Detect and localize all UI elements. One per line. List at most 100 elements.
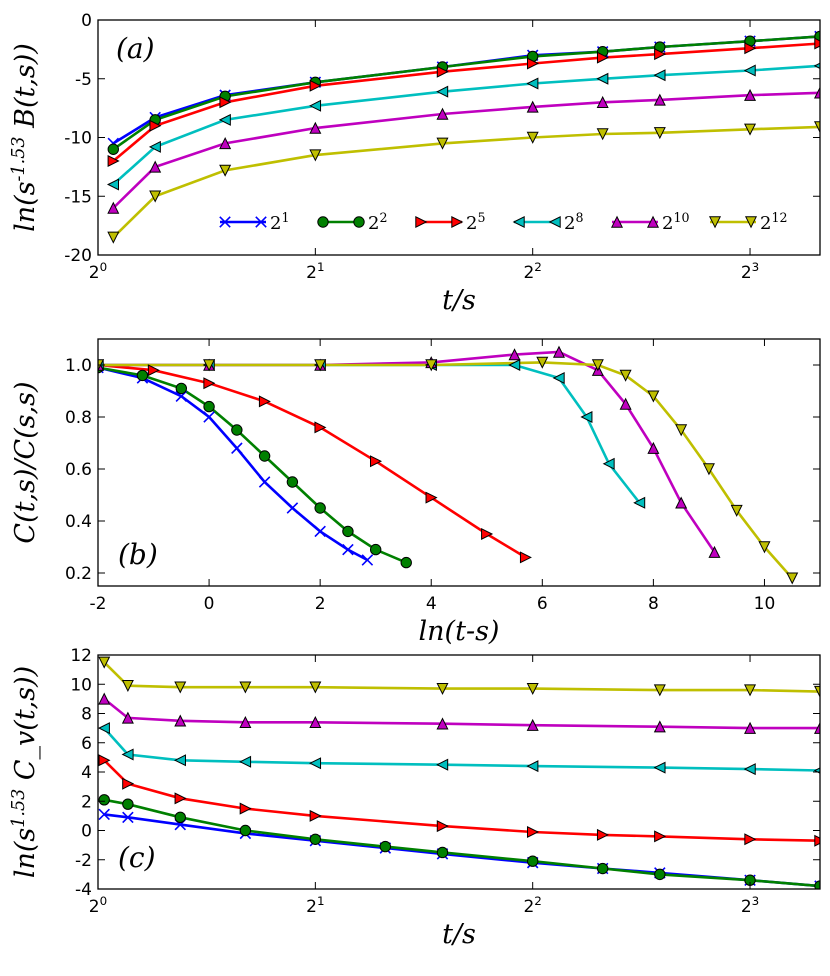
data-point [602,457,615,470]
data-point [596,828,609,841]
legend-marker [610,215,624,228]
data-point [675,424,688,437]
y-tick-label: 0.8 [65,408,92,428]
data-point [552,345,565,358]
x-tick-label: 6 [537,594,548,614]
data-point [309,121,322,134]
data-point [239,681,252,694]
y-tick-label: -5 [75,70,92,90]
data-point [361,554,374,566]
data-point [258,395,271,408]
data-point [342,525,354,538]
series-line [103,697,820,730]
data-point [647,441,660,454]
data-point [258,450,271,462]
data-point [591,359,604,372]
data-point [653,93,666,106]
data-point [526,760,539,773]
data-point [596,862,609,875]
data-point [653,684,666,697]
data-layer [98,656,820,889]
data-point [148,140,161,153]
data-point [239,715,252,728]
data-point [425,359,438,372]
data-point [342,543,354,556]
data-point [379,840,392,853]
data-point [814,834,820,847]
data-point [98,656,111,669]
data-point [743,64,756,77]
data-point [218,113,231,126]
data-point [121,748,134,761]
data-point [436,820,449,833]
data-point [526,855,539,867]
x-tick-label: 23 [741,894,759,917]
data-point [653,720,666,733]
data-point [400,556,412,569]
legend-marker [353,216,365,228]
data-point [744,684,757,697]
data-point [219,164,232,177]
plot-area [98,339,820,586]
data-point [174,811,186,824]
data-point [369,543,382,556]
x-tick-label: 10 [754,594,776,614]
series-line [103,727,820,772]
data-point [653,127,666,140]
data-point [619,369,632,382]
data-point [309,833,322,845]
panel-label: (c) [118,841,156,874]
legend-marker [646,215,660,228]
data-point [314,359,327,372]
data-point [526,682,539,695]
data-point [122,798,134,810]
data-point [98,808,110,821]
data-point [369,455,383,468]
data-point [743,763,756,776]
y-tick-label: 4 [81,763,92,783]
data-point [203,411,215,423]
y-axis-label: ln(s1.53 C_v(t,s)) [9,666,41,878]
data-point [231,424,243,436]
data-point [309,715,322,728]
x-tick-label: 4 [426,594,437,614]
x-axis-label: t/s [442,285,476,316]
data-point [174,714,187,727]
data-point [813,721,820,734]
legend-label: 21 [270,210,289,235]
series-line [98,366,369,562]
data-point [107,143,119,155]
x-tick-label: 22 [523,260,541,283]
y-tick-label: 12 [70,646,92,666]
series-line [112,91,820,209]
y-tick-label: 6 [81,734,92,754]
y-tick-label: 2 [81,792,92,812]
data-point [758,541,771,554]
data-point [106,178,119,191]
data-point [436,682,449,695]
data-point [596,95,609,108]
data-point [526,718,539,731]
data-point [654,48,667,61]
data-point [231,442,243,454]
data-point [203,377,216,390]
data-point [219,96,232,109]
data-layer [98,345,799,585]
data-point [309,149,322,162]
data-point [744,721,757,734]
data-point [107,154,120,168]
y-tick-label: -2 [75,851,92,871]
series-line [103,798,820,888]
x-axis-label: t/s [442,919,476,950]
data-point [98,754,111,767]
y-tick-label: -10 [64,129,92,149]
data-point [702,463,715,476]
data-point [286,476,299,488]
data-point [149,119,162,132]
data-point [436,846,449,859]
data-point [98,722,110,735]
data-point [508,358,521,372]
legend-label: 210 [662,210,689,235]
legend-marker [255,216,267,228]
data-point [147,364,160,377]
